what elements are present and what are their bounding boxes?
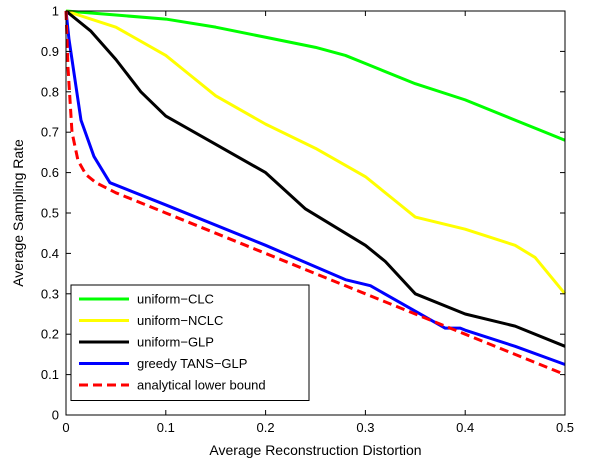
x-tick-label: 0.2 bbox=[257, 420, 275, 435]
y-tick-label: 0.4 bbox=[41, 246, 59, 261]
series-line-3 bbox=[65, 9, 566, 348]
series-line-4 bbox=[64, 10, 566, 366]
x-tick-label: 0.1 bbox=[157, 420, 175, 435]
x-tick-label: 0.3 bbox=[356, 420, 374, 435]
y-tick-label: 1 bbox=[52, 4, 59, 19]
series-line-5 bbox=[64, 10, 566, 376]
y-tick-label: 0.1 bbox=[41, 367, 59, 382]
series-line-2 bbox=[65, 9, 567, 295]
legend-label-2: uniform−NCLC bbox=[137, 313, 223, 328]
y-tick-label: 0.9 bbox=[41, 44, 59, 59]
y-tick-label: 0.6 bbox=[41, 165, 59, 180]
series-line-1 bbox=[65, 9, 566, 142]
y-axis-title: Average Sampling Rate bbox=[10, 139, 26, 287]
x-tick-label: 0.4 bbox=[456, 420, 474, 435]
y-tick-label: 0.7 bbox=[41, 125, 59, 140]
legend: uniform−CLC uniform−NCLC uniform−GLP greedy… bbox=[70, 284, 310, 401]
y-tick-label: 0.5 bbox=[41, 206, 59, 221]
legend-label-1: uniform−CLC bbox=[137, 292, 214, 307]
y-tick-label: 0 bbox=[52, 408, 59, 423]
legend-label-3: uniform−GLP bbox=[137, 335, 214, 350]
legend-label-5: analytical lower bound bbox=[137, 378, 266, 393]
y-tick-label: 0.2 bbox=[41, 327, 59, 342]
legend-label-4: greedy TANS−GLP bbox=[137, 356, 247, 371]
series-layer bbox=[64, 9, 567, 376]
x-axis-title: Average Reconstruction Distortion bbox=[209, 442, 421, 458]
y-tick-label: 0.3 bbox=[41, 286, 59, 301]
axis-layer: 0 0.1 0.2 0.3 0.4 0.5 0 0.1 0.2 0.3 0.4 0.5 0.6 0.7 0.… bbox=[41, 4, 574, 436]
legend-box bbox=[70, 284, 310, 401]
x-tick-label: 0 bbox=[62, 420, 69, 435]
x-tick-label: 0.5 bbox=[556, 420, 574, 435]
y-tick-label: 0.8 bbox=[41, 84, 59, 99]
